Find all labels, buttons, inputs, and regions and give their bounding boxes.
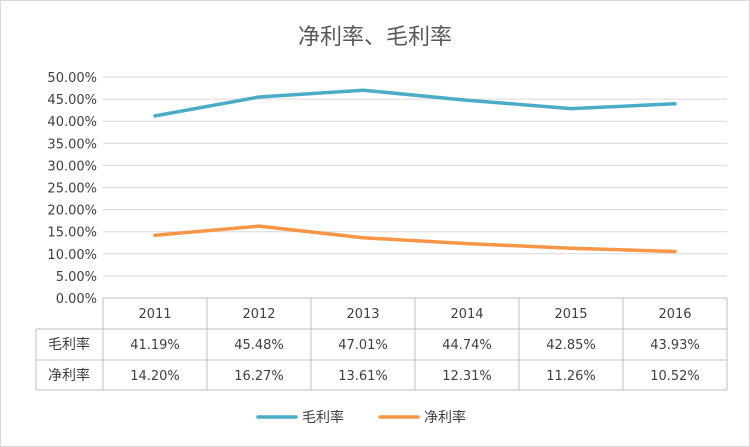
table-row-header: 净利率 (48, 367, 90, 384)
y-tick-label: 30.00% (47, 159, 97, 174)
y-tick-label: 40.00% (47, 115, 97, 130)
x-tick-label: 2014 (450, 307, 483, 322)
data-point (153, 233, 157, 237)
data-point (257, 224, 261, 228)
data-point (673, 250, 677, 254)
table-row-header: 毛利率 (48, 336, 90, 353)
data-label: 42.85% (546, 338, 596, 353)
series-line (153, 88, 677, 118)
data-point (569, 107, 573, 111)
legend-label: 毛利率 (302, 409, 344, 426)
y-tick-label: 25.00% (47, 182, 97, 197)
y-tick-label: 0.00% (56, 292, 97, 307)
data-point (673, 102, 677, 106)
x-tick-label: 2016 (658, 307, 691, 322)
x-tick-label: 2013 (346, 307, 379, 322)
y-axis-ticks: 0.00% 5.00% 10.00% 15.00% 20.00% 25.00% 30.00%… (47, 71, 97, 307)
data-point (153, 114, 157, 118)
data-point (361, 236, 365, 240)
gridlines (103, 76, 727, 277)
data-label: 14.20% (130, 369, 180, 384)
chart-title: 净利率、毛利率 (298, 25, 452, 50)
x-tick-label: 2015 (554, 307, 587, 322)
y-tick-label: 45.00% (47, 93, 97, 108)
series-lines (153, 88, 677, 254)
x-tick-label: 2012 (242, 307, 275, 322)
data-label: 10.52% (650, 369, 700, 384)
data-label: 43.93% (650, 338, 700, 353)
data-label: 13.61% (338, 369, 388, 384)
legend-label: 净利率 (424, 409, 466, 426)
x-tick-label: 2011 (138, 307, 171, 322)
data-label: 45.48% (234, 338, 284, 353)
data-table: 2011 2012 2013 2014 2015 2016 毛利率 41.19% 45.48% 4… (35, 297, 728, 391)
data-label: 47.01% (338, 338, 388, 353)
data-label: 12.31% (442, 369, 492, 384)
data-point (257, 95, 261, 99)
data-point (465, 242, 469, 246)
series-line (153, 224, 677, 254)
data-label: 41.19% (130, 338, 180, 353)
data-label: 44.74% (442, 338, 492, 353)
y-tick-label: 20.00% (47, 204, 97, 219)
data-label: 16.27% (234, 369, 284, 384)
y-tick-label: 15.00% (47, 226, 97, 241)
y-tick-label: 50.00% (47, 71, 97, 86)
y-tick-label: 35.00% (47, 137, 97, 152)
data-label: 11.26% (546, 369, 596, 384)
y-tick-label: 5.00% (56, 270, 97, 285)
data-point (465, 98, 469, 102)
y-tick-label: 10.00% (47, 248, 97, 263)
data-point (569, 246, 573, 250)
data-point (361, 88, 365, 92)
legend: 毛利率 净利率 (256, 409, 466, 426)
